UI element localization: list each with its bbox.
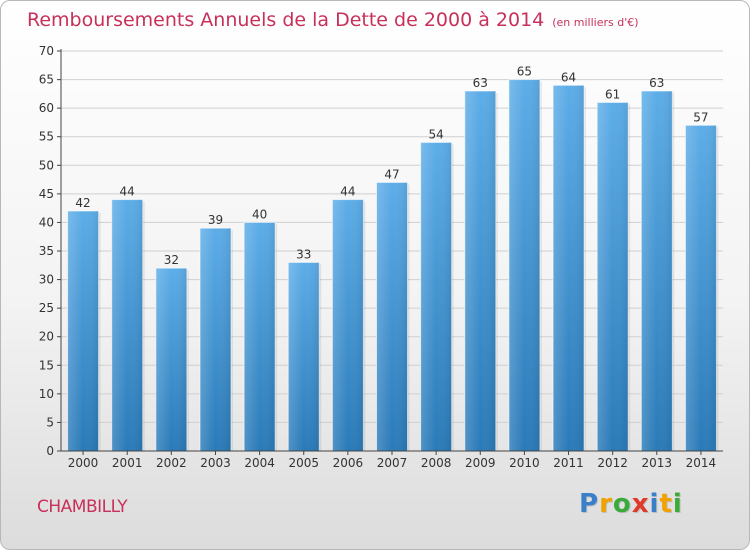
axes: 0 5 10 15 20 25 30 35 40 45 50 55 60 65 70 2000 2001 2002…: [39, 44, 723, 470]
chart-unit-text: (en milliers d'€): [552, 16, 639, 29]
bar-shine: [641, 91, 673, 451]
bar-value-label: 57: [693, 110, 708, 124]
bar-value-label: 32: [164, 253, 179, 267]
y-tick-label: 10: [39, 387, 54, 401]
bar-shine: [464, 91, 496, 451]
bar-value-label: 33: [296, 247, 311, 261]
bar-value-label: 44: [340, 185, 355, 199]
bar-shine: [553, 85, 585, 452]
bar-value-label: 61: [605, 87, 620, 101]
bar-value-label: 42: [75, 196, 90, 210]
y-tick-label: 55: [39, 130, 54, 144]
x-tick-label: 2001: [112, 456, 143, 470]
data-labels: 42 44 32 39 40 33 44 47 54 63 65 64 61 63 57: [75, 65, 708, 268]
x-tick-label: 2014: [686, 456, 717, 470]
y-tick-label: 35: [39, 244, 54, 258]
logo-letter: t: [659, 489, 673, 519]
x-tick-label: 2009: [465, 456, 496, 470]
bar-shine: [685, 125, 717, 452]
bar-value-label: 54: [428, 127, 443, 141]
bars: [67, 79, 719, 452]
x-tick-label: 2004: [244, 456, 275, 470]
y-tick-label: 20: [39, 330, 54, 344]
x-tick-label: 2010: [509, 456, 540, 470]
bar-shine: [111, 199, 143, 451]
bar-shine: [420, 142, 452, 451]
logo-letter: i: [649, 489, 660, 519]
x-tick-label: 2007: [377, 456, 408, 470]
bar-shine: [597, 102, 629, 451]
x-tick-label: 2008: [421, 456, 452, 470]
x-tick-label: 2003: [200, 456, 231, 470]
y-tick-label: 30: [39, 273, 54, 287]
x-tick-label: 2012: [597, 456, 628, 470]
y-tick-label: 5: [46, 415, 54, 429]
y-tick-label: 45: [39, 187, 54, 201]
y-tick-label: 60: [39, 101, 54, 115]
bar-value-label: 64: [561, 70, 576, 84]
commune-name: CHAMBILLY: [37, 497, 128, 517]
logo-letter: i: [672, 489, 683, 519]
y-tick-label: 70: [39, 44, 54, 58]
x-tick-label: 2011: [553, 456, 584, 470]
bar-shine: [288, 262, 320, 451]
bar-value-label: 47: [384, 167, 399, 181]
bar-value-label: 65: [517, 65, 532, 79]
bar-shine: [332, 199, 364, 451]
bar-value-label: 39: [208, 213, 223, 227]
bar-value-label: 63: [473, 76, 488, 90]
y-tick-label: 50: [39, 158, 54, 172]
y-tick-label: 65: [39, 73, 54, 87]
bar-shine: [199, 228, 231, 451]
x-tick-label: 2013: [642, 456, 673, 470]
logo-letter: r: [599, 489, 613, 519]
bar-shine: [508, 79, 540, 452]
bar-shine: [376, 182, 408, 451]
x-tick-label: 2006: [333, 456, 364, 470]
chart-title-text: Remboursements Annuels de la Dette de 20…: [27, 9, 545, 31]
x-tick-label: 2002: [156, 456, 187, 470]
logo-letter: P: [579, 489, 600, 519]
y-tick-label: 0: [46, 444, 54, 458]
y-tick-label: 15: [39, 358, 54, 372]
x-tick-label: 2005: [288, 456, 319, 470]
bar-shine: [67, 211, 99, 451]
y-tick-label: 40: [39, 215, 54, 229]
bar-value-label: 63: [649, 76, 664, 90]
y-tick-label: 25: [39, 301, 54, 315]
bar-shine: [244, 222, 276, 451]
bar-shine: [155, 268, 187, 451]
proxiti-logo[interactable]: Proxiti: [579, 489, 683, 519]
logo-letter: x: [631, 489, 650, 519]
bar-value-label: 44: [120, 185, 135, 199]
logo-letter: o: [612, 489, 632, 519]
chart-title: Remboursements Annuels de la Dette de 20…: [27, 9, 639, 31]
bar-value-label: 40: [252, 207, 267, 221]
x-tick-label: 2000: [68, 456, 99, 470]
